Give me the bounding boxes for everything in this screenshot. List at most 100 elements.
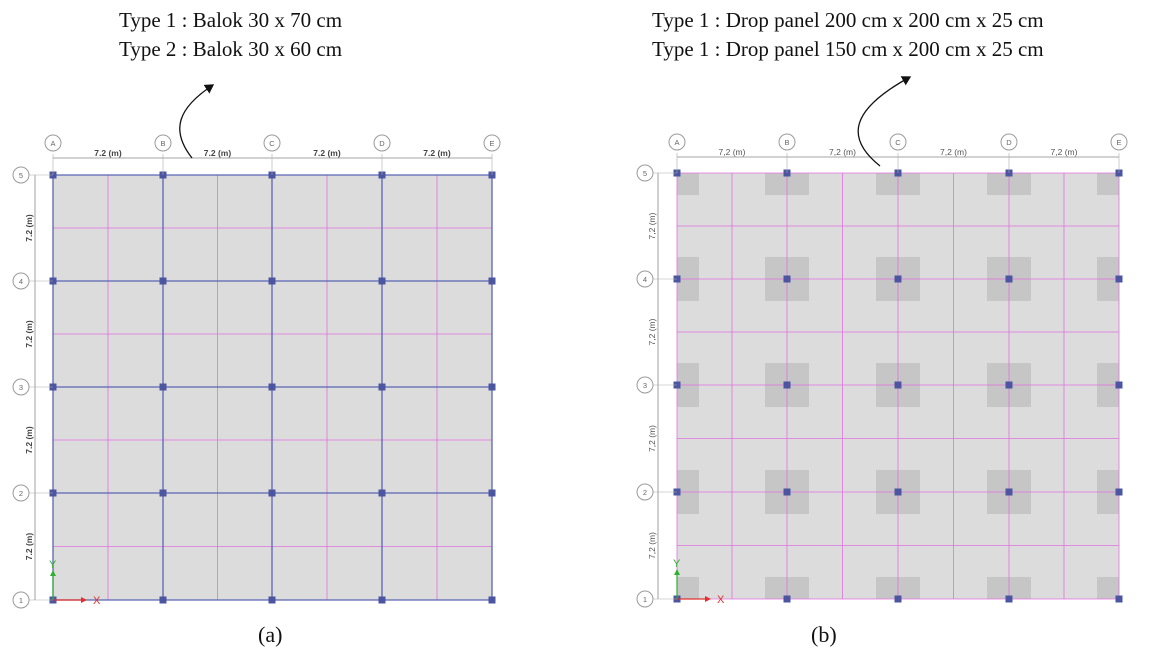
grid-bubble-B [154, 134, 172, 152]
grid-bubble-D [1000, 133, 1018, 151]
grid-bubble-label-B: B [160, 139, 165, 148]
column-D2 [1005, 488, 1013, 496]
grid-bubble-label-3: 3 [19, 383, 23, 392]
grid-bubble-A [44, 134, 62, 152]
grid-bubble-label-4: 4 [19, 277, 23, 286]
column-D4 [378, 277, 386, 285]
column-B1 [159, 596, 167, 604]
span-label-CD: 7,2 (m) [940, 147, 967, 157]
grid-bubble-E [483, 134, 501, 152]
grid-bubble-label-1: 1 [643, 595, 647, 604]
y-axis-head [674, 569, 680, 575]
column-C2 [894, 488, 902, 496]
grid-bubble-label-E: E [1116, 138, 1121, 147]
column-B2 [159, 489, 167, 497]
column-E4 [488, 277, 496, 285]
column-E3 [1115, 381, 1123, 389]
column-C4 [894, 275, 902, 283]
x-axis-head [705, 596, 711, 602]
column-E2 [488, 489, 496, 497]
grid-bubble-label-2: 2 [643, 488, 647, 497]
grid-bubble-label-E: E [489, 139, 494, 148]
grid-bubble-D [373, 134, 391, 152]
span-label-AB: 7.2 (m) [94, 148, 122, 158]
column-B2 [783, 488, 791, 496]
column-E1 [1115, 595, 1123, 603]
span-label-54: 7,2 (m) [647, 212, 657, 239]
span-label-32: 7,2 (m) [647, 425, 657, 452]
drop-panel-E5 [1097, 173, 1119, 195]
x-axis-label: X [717, 594, 725, 606]
span-label-21: 7,2 (m) [647, 532, 657, 559]
column-C1 [268, 596, 276, 604]
span-label-43: 7,2 (m) [647, 318, 657, 345]
column-B3 [783, 381, 791, 389]
plan-a-beam-layout: 7.2 (m) 7.2 (m) 7.2 (m) 7.2 (m) 7.2 (m) 7.2 (… [12, 84, 501, 609]
grid-bubble-label-2: 2 [19, 489, 23, 498]
grid-bubble-label-5: 5 [19, 171, 23, 180]
column-D3 [1005, 381, 1013, 389]
column-D4 [1005, 275, 1013, 283]
column-D2 [378, 489, 386, 497]
grid-bubble-label-A: A [674, 138, 679, 147]
grid-bubble-label-C: C [895, 138, 901, 147]
drop-panel-A1 [677, 577, 699, 599]
column-B4 [783, 275, 791, 283]
grid-bubble-label-D: D [379, 139, 385, 148]
column-B4 [159, 277, 167, 285]
panel-a-label: (a) [258, 622, 283, 647]
grid-bubble-label-3: 3 [643, 381, 647, 390]
plan-b-drop-panel-layout: 7,2 (m) 7,2 (m) 7,2 (m) 7,2 (m) 7,2 (m) 7,2 (… [636, 76, 1128, 608]
span-label-DE: 7.2 (m) [423, 148, 451, 158]
column-C3 [268, 383, 276, 391]
span-label-BC: 7,2 (m) [829, 147, 856, 157]
drop-panel-E1 [1097, 577, 1119, 599]
column-C2 [268, 489, 276, 497]
y-axis-label: Y [49, 559, 57, 571]
span-label-BC: 7.2 (m) [204, 148, 232, 158]
span-label-54: 7.2 (m) [24, 214, 34, 242]
panel-a-caption-line-2: Type 2 : Balok 30 x 60 cm [119, 37, 343, 61]
column-D1 [378, 596, 386, 604]
y-axis-label: Y [673, 558, 681, 570]
grid-bubble-B [778, 133, 796, 151]
grid-bubble-label-1: 1 [19, 596, 23, 605]
column-C3 [894, 381, 902, 389]
column-D1 [1005, 595, 1013, 603]
span-label-CD: 7.2 (m) [313, 148, 341, 158]
x-axis-label: X [93, 595, 101, 607]
column-C1 [894, 595, 902, 603]
panel-b-caption-line-1: Type 1 : Drop panel 200 cm x 200 cm x 25… [652, 8, 1044, 32]
y-axis-head [50, 570, 56, 576]
grid-bubble-E [1110, 133, 1128, 151]
column-E3 [488, 383, 496, 391]
grid-bubble-C [889, 133, 907, 151]
grid-bubble-label-C: C [269, 139, 275, 148]
grid-bubble-label-D: D [1006, 138, 1012, 147]
span-label-DE: 7,2 (m) [1051, 147, 1078, 157]
panel-b-label: (b) [811, 622, 837, 647]
grid-bubble-A [668, 133, 686, 151]
column-B3 [159, 383, 167, 391]
column-E2 [1115, 488, 1123, 496]
column-C4 [268, 277, 276, 285]
column-B1 [783, 595, 791, 603]
x-axis-head [81, 597, 87, 603]
panel-b-caption-line-2: Type 1 : Drop panel 150 cm x 200 cm x 25… [652, 37, 1044, 61]
column-E4 [1115, 275, 1123, 283]
grid-bubble-label-5: 5 [643, 169, 647, 178]
span-label-21: 7.2 (m) [24, 533, 34, 561]
grid-bubble-label-A: A [50, 139, 55, 148]
column-E1 [488, 596, 496, 604]
span-label-43: 7.2 (m) [24, 320, 34, 348]
grid-bubble-label-4: 4 [643, 275, 647, 284]
grid-bubble-C [263, 134, 281, 152]
panel-a-caption-line-1: Type 1 : Balok 30 x 70 cm [119, 8, 343, 32]
span-label-AB: 7,2 (m) [719, 147, 746, 157]
span-label-32: 7.2 (m) [24, 426, 34, 454]
column-D3 [378, 383, 386, 391]
pointer-arrow [857, 76, 912, 167]
pointer-arrow [179, 84, 215, 159]
drop-panel-A5 [677, 173, 699, 195]
